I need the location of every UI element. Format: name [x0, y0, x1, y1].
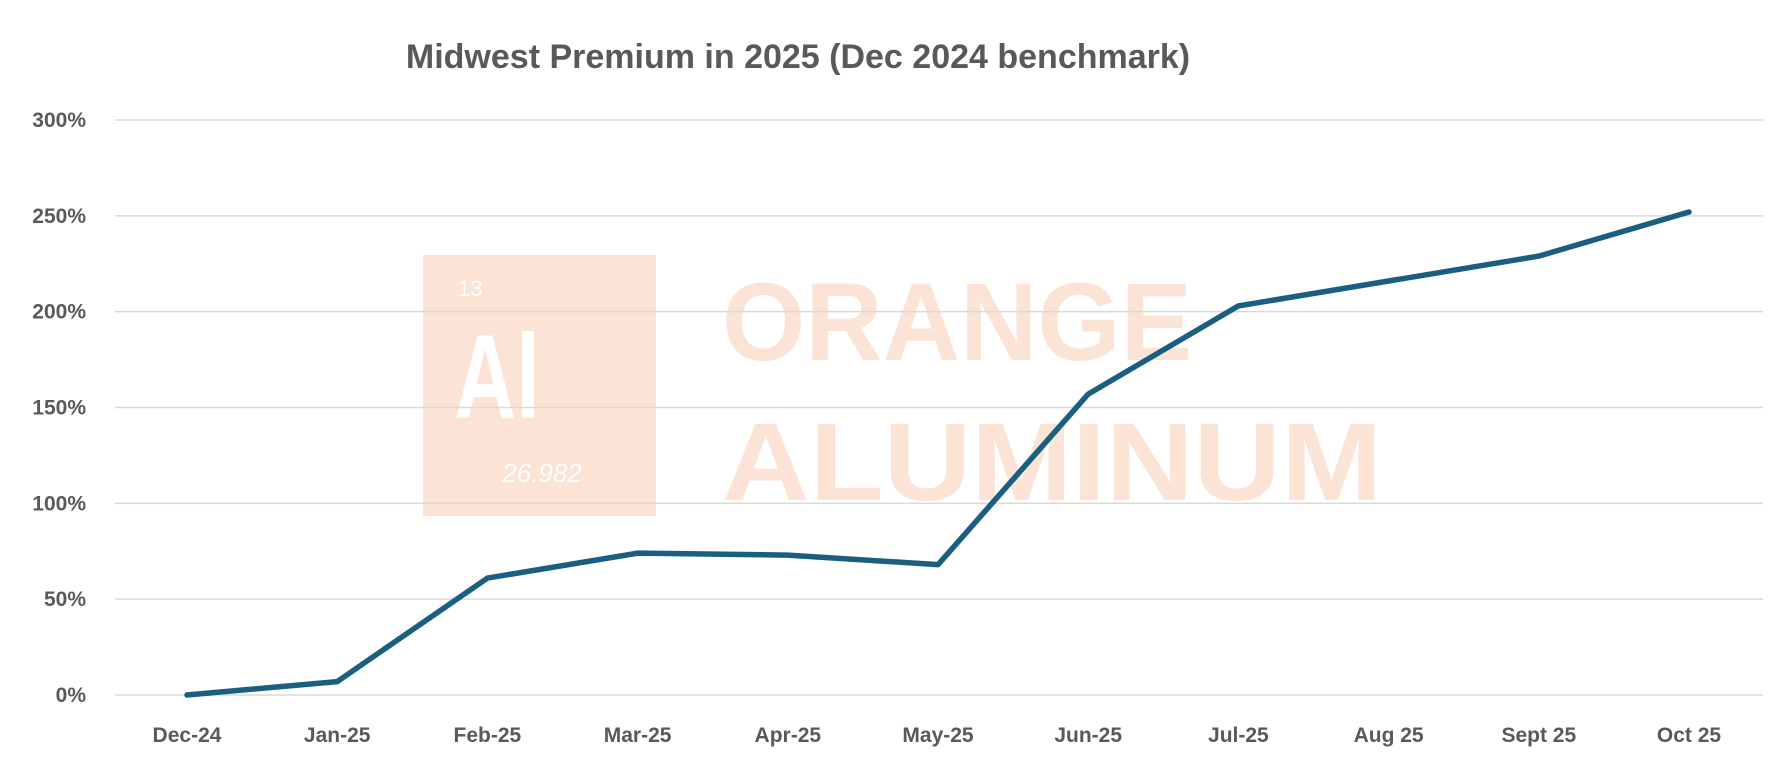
watermark-line1: ORANGE: [722, 261, 1192, 384]
data-point: [484, 575, 490, 581]
y-tick-label: 150%: [32, 397, 86, 420]
data-point: [785, 552, 791, 558]
x-tick-label: Dec-24: [153, 724, 222, 747]
data-point: [1686, 209, 1692, 215]
x-tick-label: Feb-25: [454, 724, 522, 747]
watermark-element-box: [423, 255, 656, 516]
data-point: [1235, 303, 1241, 309]
watermark-line2: ALUMINUM: [722, 401, 1382, 524]
x-tick-label: Jul-25: [1208, 724, 1269, 747]
x-tick-label: Jan-25: [304, 724, 371, 747]
orange-aluminum-watermark: 13 Al 26.982 ORANGE ALUMINUM: [423, 255, 1382, 524]
y-tick-label: 50%: [44, 588, 86, 611]
data-point: [635, 550, 641, 556]
x-tick-label: Jun-25: [1054, 724, 1122, 747]
chart-title: Midwest Premium in 2025 (Dec 2024 benchm…: [406, 38, 1190, 76]
watermark-element-symbol: Al: [454, 310, 540, 444]
x-tick-label: Mar-25: [604, 724, 672, 747]
y-tick-label: 250%: [32, 205, 86, 228]
y-tick-label: 0%: [56, 684, 87, 707]
watermark-element-number: 13: [458, 276, 482, 301]
x-tick-label: Oct 25: [1657, 724, 1722, 747]
data-point: [935, 562, 941, 568]
watermark-atomic-mass: 26.982: [501, 458, 582, 488]
y-tick-label: 200%: [32, 301, 86, 324]
x-tick-label: May-25: [902, 724, 974, 747]
x-tick-label: Sept 25: [1501, 724, 1576, 747]
data-point: [184, 692, 190, 698]
data-point: [1085, 391, 1091, 397]
y-tick-label: 100%: [32, 492, 86, 515]
data-point: [334, 679, 340, 685]
y-tick-label: 300%: [32, 109, 86, 132]
data-point: [1536, 253, 1542, 259]
data-point: [1386, 278, 1392, 284]
x-tick-label: Aug 25: [1354, 724, 1424, 747]
x-tick-label: Apr-25: [755, 724, 822, 747]
